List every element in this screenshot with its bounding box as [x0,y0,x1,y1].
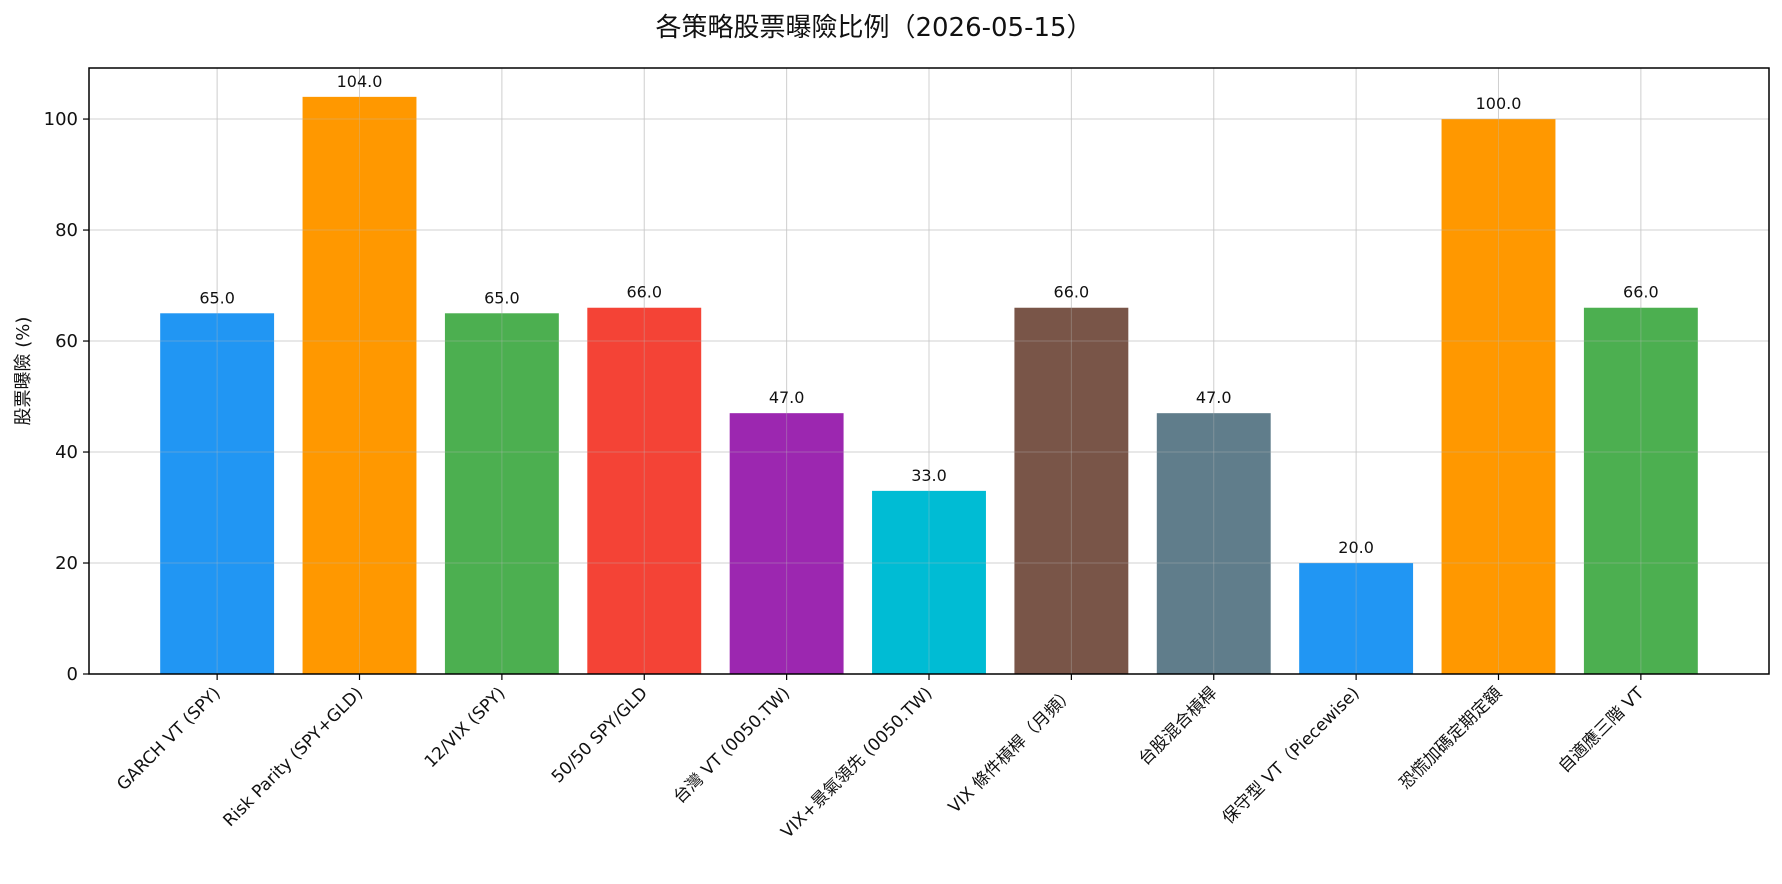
y-axis-ticks: 0 20 40 60 80 100 [44,109,89,685]
bar-value-label: 66.0 [626,283,662,302]
bar-value-label: 33.0 [911,466,947,485]
bar [587,307,702,674]
y-tick-label: 20 [55,553,78,574]
x-tick-label: 保守型 VT（Piecewise) [1219,683,1364,828]
bar [302,96,417,675]
x-tick-label: 12/VIX (SPY) [421,683,510,772]
bar-value-label: 47.0 [1196,388,1232,407]
bars [89,68,1769,675]
x-tick-label: GARCH VT (SPY) [113,683,224,794]
chart-title: 各策略股票曝險比例（2026-05-15） [655,13,1092,43]
y-tick-label: 40 [55,442,78,463]
x-tick-label: Risk Parity (SPY+GLD) [219,683,367,831]
bar-value-label: 104.0 [337,72,383,91]
bar-value-label: 65.0 [484,288,520,307]
x-tick-label: 恐慌加碼定期定額 [1396,683,1506,793]
x-tick-label: 台灣 VT (0050.TW) [670,683,794,807]
bar [729,413,844,674]
bar [1583,307,1698,674]
bar-value-label: 20.0 [1338,538,1374,557]
bar [872,490,986,674]
x-tick-label: VIX+景氣領先 (0050.TW) [777,683,936,842]
x-tick-label: VIX 條件槓桿（月頻） [945,683,1079,817]
bar-value-label: 66.0 [1054,283,1090,302]
x-tick-label: 自適應三階 VT [1554,682,1649,777]
y-tick-label: 0 [67,664,78,685]
y-axis-label: 股票曝險 (%) [13,317,34,426]
bar-value-labels: 65.0 104.0 65.0 66.0 47.0 33.0 66.0 47.0 20.0 100… [199,72,1658,557]
bar [444,313,559,674]
bar-value-label: 47.0 [769,388,805,407]
bar-value-label: 100.0 [1476,94,1522,113]
bar [1014,307,1129,674]
y-tick-label: 100 [44,109,78,130]
x-tick-label: 50/50 SPY/GLD [548,683,652,787]
y-tick-label: 60 [55,331,78,352]
bar [1441,119,1556,675]
x-axis-ticks: GARCH VT (SPY)Risk Parity (SPY+GLD) 12/VI… [113,674,1649,843]
bar [1299,563,1414,674]
bar-value-label: 65.0 [199,288,235,307]
bar [1156,413,1271,674]
y-tick-label: 80 [55,220,78,241]
x-tick-label: 台股混合槓桿 [1135,683,1221,769]
bar-value-label: 66.0 [1623,283,1659,302]
bar [160,313,275,674]
